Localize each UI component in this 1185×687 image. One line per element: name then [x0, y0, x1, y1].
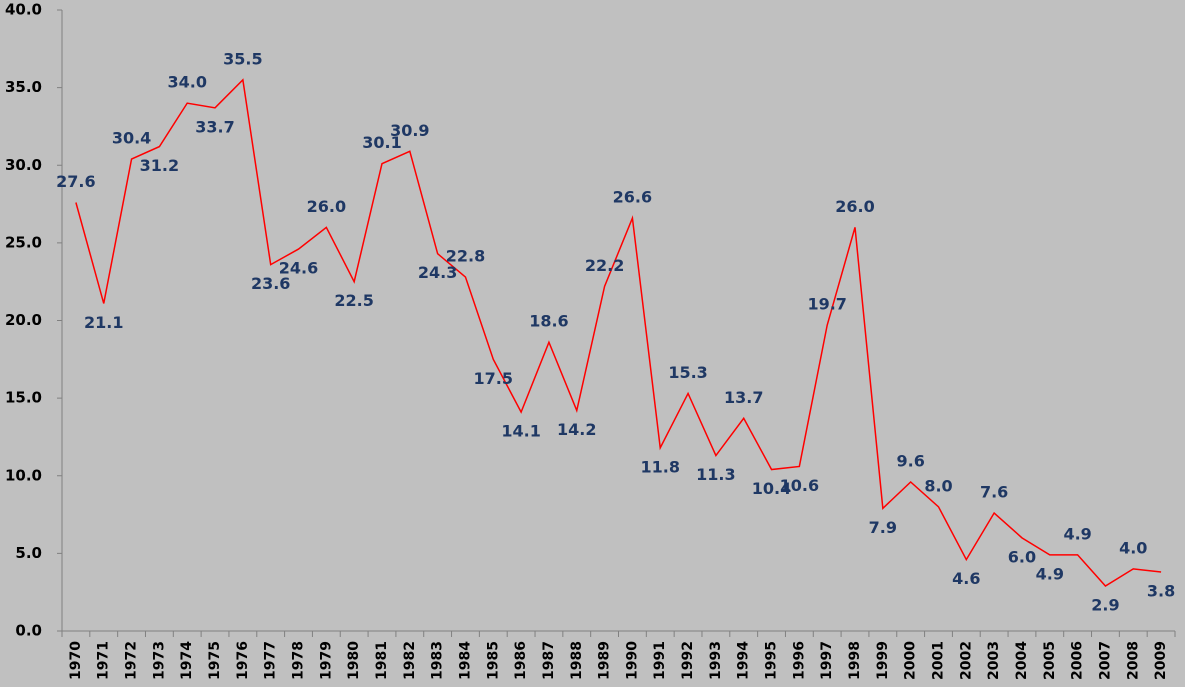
value-label: 4.6: [952, 569, 980, 588]
x-tick-label: 1985: [485, 641, 501, 680]
x-tick-label: 1988: [569, 641, 585, 680]
x-tick-label: 1986: [513, 641, 529, 680]
x-tick-label: 1999: [875, 641, 891, 680]
value-label: 8.0: [924, 476, 952, 495]
y-tick-label: 30.0: [5, 156, 42, 174]
value-label: 26.6: [613, 188, 652, 207]
y-tick-label: 10.0: [5, 466, 42, 484]
x-tick-label: 1983: [430, 641, 446, 680]
x-tick-label: 1982: [402, 641, 418, 680]
value-label: 19.7: [807, 295, 846, 314]
value-label: 30.9: [390, 121, 429, 140]
value-label: 24.6: [279, 259, 318, 278]
value-label: 6.0: [1008, 547, 1036, 566]
x-tick-label: 1994: [736, 641, 752, 680]
y-tick-label: 20.0: [5, 311, 42, 329]
x-tick-label: 2009: [1153, 641, 1169, 680]
x-tick-label: 1973: [151, 641, 167, 680]
y-tick-label: 15.0: [5, 389, 42, 407]
x-tick-label: 1976: [235, 641, 251, 680]
value-label: 2.9: [1091, 595, 1119, 614]
x-tick-label: 1996: [791, 641, 807, 680]
x-tick-label: 2007: [1097, 641, 1113, 680]
value-label: 35.5: [223, 49, 262, 68]
x-tick-label: 1980: [346, 641, 362, 680]
x-tick-label: 1971: [96, 641, 112, 680]
value-label: 23.6: [251, 274, 290, 293]
value-label: 9.6: [896, 451, 924, 470]
value-label: 13.7: [724, 388, 763, 407]
x-tick-label: 2006: [1070, 641, 1086, 680]
x-tick-label: 1995: [764, 641, 780, 680]
value-label: 14.2: [557, 420, 596, 439]
x-tick-label: 2003: [986, 641, 1002, 680]
x-tick-label: 1998: [847, 641, 863, 680]
x-tick-label: 2005: [1042, 641, 1058, 680]
x-tick-label: 1970: [68, 641, 84, 680]
value-label: 21.1: [84, 313, 123, 332]
x-tick-label: 1987: [541, 641, 557, 680]
x-tick-label: 1972: [124, 641, 140, 680]
x-tick-label: 2000: [903, 641, 919, 680]
value-label: 22.2: [585, 256, 624, 275]
value-label: 22.5: [334, 291, 373, 310]
x-tick-label: 2002: [958, 641, 974, 680]
y-tick-label: 35.0: [5, 78, 42, 96]
value-label: 4.0: [1119, 538, 1147, 557]
x-tick-label: 1979: [318, 641, 334, 680]
value-label: 30.1: [362, 133, 401, 152]
x-tick-label: 1992: [680, 641, 696, 680]
y-tick-label: 25.0: [5, 233, 42, 251]
value-label: 33.7: [195, 117, 234, 136]
value-label: 4.9: [1063, 524, 1091, 543]
x-tick-label: 1989: [597, 641, 613, 680]
x-tick-label: 1981: [374, 641, 390, 680]
data-line: [75, 78, 1162, 587]
value-label: 26.0: [835, 197, 874, 216]
value-label: 7.9: [869, 518, 897, 537]
value-label: 34.0: [167, 73, 206, 92]
value-label: 14.1: [501, 422, 540, 441]
x-tick-label: 1990: [624, 641, 640, 680]
x-tick-label: 1997: [819, 641, 835, 680]
x-tick-label: 1974: [179, 641, 195, 680]
x-tick-label: 2008: [1125, 641, 1141, 680]
value-label: 11.8: [640, 457, 679, 476]
value-label: 10.4: [752, 479, 791, 498]
x-tick-label: 1984: [457, 641, 473, 680]
y-tick-label: 0.0: [15, 622, 42, 640]
value-label: 22.8: [446, 247, 485, 266]
value-label: 7.6: [980, 483, 1008, 502]
x-tick-label: 1993: [708, 641, 724, 680]
x-tick-label: 1991: [652, 641, 668, 680]
value-label: 4.9: [1036, 564, 1064, 583]
x-tick-label: 1975: [207, 641, 223, 680]
value-label: 3.8: [1147, 582, 1175, 601]
x-tick-label: 1978: [291, 641, 307, 680]
y-tick-label: 40.0: [5, 1, 42, 19]
y-tick-label: 5.0: [15, 544, 42, 562]
value-label: 30.4: [112, 129, 151, 148]
value-label: 26.0: [307, 197, 346, 216]
value-label: 10.6: [780, 476, 819, 495]
value-label: 11.3: [696, 465, 735, 484]
value-label: 24.3: [418, 263, 457, 282]
value-label: 27.6: [56, 172, 95, 191]
value-label: 31.2: [140, 156, 179, 175]
value-label: 17.5: [474, 369, 513, 388]
x-tick-label: 1977: [263, 641, 279, 680]
value-label: 18.6: [529, 312, 568, 331]
value-label: 15.3: [668, 363, 707, 382]
x-tick-label: 2004: [1014, 641, 1030, 680]
x-tick-label: 2001: [930, 641, 946, 680]
